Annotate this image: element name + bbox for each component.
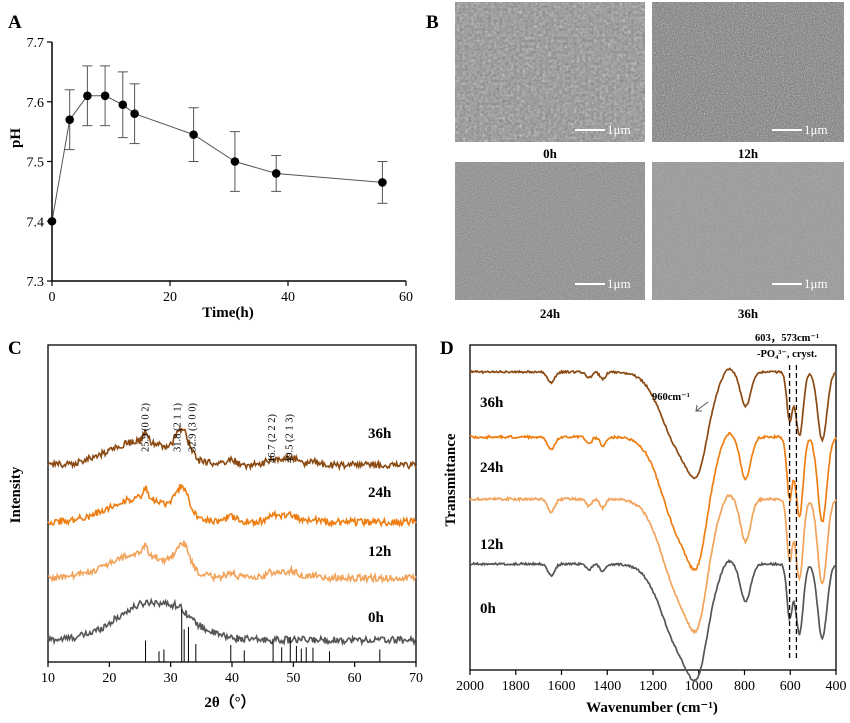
peak-annotation: 31.8 (2 1 1) — [173, 403, 184, 452]
panel-a-axes: 7.3 7.4 7.5 7.6 7.7 0 20 40 60 — [27, 36, 414, 305]
xrd-trace-12h — [47, 540, 417, 585]
x-tick-label: 2000 — [456, 679, 484, 694]
sem-image-24h: 1μm 24h — [455, 162, 645, 321]
panel-c-ylabel: Intensity — [8, 466, 24, 523]
panel-d-plot: 36h 24h 12h 0h — [469, 365, 837, 683]
x-tick-label: 40 — [225, 671, 239, 686]
y-tick-label: 7.6 — [27, 96, 45, 111]
panel-a: A 7.3 7.4 7.5 7.6 7.7 0 20 40 60 pH Time(h) — [8, 12, 413, 321]
panel-letter-d: D — [440, 338, 454, 359]
y-tick-label: 7.5 — [27, 156, 45, 171]
ftir-trace-24h — [469, 431, 837, 572]
sem-image-12h: 1μm 12h — [652, 2, 844, 161]
annotation-arrowhead — [695, 404, 702, 412]
sem-caption-24h: 24h — [540, 306, 561, 321]
y-tick-label: 7.7 — [27, 36, 45, 51]
panel-a-ylabel: pH — [8, 128, 24, 148]
x-tick-label: 70 — [409, 671, 423, 686]
ph-point — [271, 169, 281, 178]
ftir-trace-36h — [469, 367, 837, 480]
panel-a-plot — [47, 65, 388, 226]
xrd-series-label: 12h — [368, 544, 392, 560]
x-tick-label: 40 — [281, 290, 295, 305]
ftir-series-label: 0h — [480, 601, 497, 617]
ph-point — [189, 130, 198, 139]
ph-point — [47, 216, 57, 226]
ftir-annotation-960: 960cm⁻¹ — [652, 392, 690, 403]
panel-d: D 2000 1800 1600 1400 1200 1000 800 600 400 Tran… — [440, 333, 847, 716]
panel-c-axes: 10 20 30 40 50 60 70 — [41, 344, 423, 686]
ftir-annotation-po4-line2: -PO₄³⁻, cryst. — [757, 349, 817, 360]
ftir-annotation-po4-line1: 603，573cm⁻¹ — [755, 333, 819, 344]
ph-point — [83, 91, 92, 101]
panel-a-xlabel: Time(h) — [202, 305, 253, 321]
scale-text: 1μm — [607, 276, 631, 291]
ftir-trace-0h — [469, 558, 837, 683]
ftir-trace-12h — [469, 493, 837, 635]
ftir-series-label: 12h — [480, 537, 504, 553]
xrd-series-label: 24h — [368, 485, 392, 501]
panel-letter-b: B — [426, 12, 439, 33]
peak-annotation: 32.9 (3 0 0) — [187, 403, 198, 452]
panel-c-xlabel: 2θ（°） — [204, 693, 255, 711]
scale-text: 1μm — [804, 276, 828, 291]
xrd-trace-0h — [47, 597, 417, 647]
ph-point — [378, 178, 387, 187]
sem-image-36h: 1μm 36h — [652, 162, 844, 321]
panel-d-ylabel: Transmittance — [443, 433, 459, 526]
xrd-trace-36h — [47, 425, 417, 472]
plot-frame — [47, 344, 417, 663]
x-tick-label: 1200 — [639, 679, 667, 694]
panel-c: C 10 20 30 40 50 60 70 Intensity 2θ（°） 36h24h1… — [8, 338, 423, 711]
panel-letter-c: C — [8, 338, 22, 359]
ph-line — [51, 95, 383, 222]
peak-annotation: 25.9 (0 0 2) — [141, 403, 152, 452]
sem-caption-36h: 36h — [738, 306, 759, 321]
x-tick-label: 20 — [102, 671, 116, 686]
panel-c-plot: 36h 24h 12h 0h 25.9 (0 0 2) 31.8 (2 1 1) 32.9 … — [47, 403, 417, 662]
x-tick-label: 1000 — [685, 679, 713, 694]
panel-b: B 1μm 0h 1μm 12h 1μm 24h 1μm 36h — [426, 2, 844, 321]
x-tick-label: 1400 — [593, 679, 621, 694]
x-tick-label: 20 — [163, 290, 177, 305]
sem-image-0h: 1μm 0h — [455, 2, 645, 161]
scale-text: 1μm — [607, 122, 631, 137]
x-tick-label: 30 — [164, 671, 178, 686]
sem-caption-12h: 12h — [738, 146, 759, 161]
ph-point — [130, 109, 139, 118]
ph-point — [65, 115, 74, 124]
x-tick-label: 1800 — [502, 679, 530, 694]
panel-letter-a: A — [8, 12, 22, 33]
ph-point — [100, 91, 110, 101]
ftir-series-label: 24h — [480, 460, 504, 476]
x-tick-label: 400 — [826, 679, 847, 694]
ftir-series-label: 36h — [480, 395, 504, 411]
ph-point — [118, 100, 128, 110]
scale-text: 1μm — [804, 122, 828, 137]
x-tick-label: 60 — [399, 290, 413, 305]
peak-annotation: 49.5 (2 1 3) — [284, 414, 295, 463]
x-tick-label: 10 — [41, 671, 55, 686]
x-tick-label: 1600 — [548, 679, 576, 694]
sem-caption-0h: 0h — [543, 146, 558, 161]
xrd-trace-24h — [47, 483, 417, 528]
y-tick-label: 7.4 — [27, 215, 45, 230]
x-tick-label: 600 — [780, 679, 801, 694]
annotation-arrow — [695, 401, 709, 412]
y-tick-label: 7.3 — [27, 275, 45, 290]
xrd-series-label: 0h — [368, 610, 385, 626]
x-tick-label: 60 — [348, 671, 362, 686]
x-tick-label: 800 — [734, 679, 755, 694]
ph-point — [230, 157, 240, 166]
x-tick-label: 0 — [49, 290, 56, 305]
xrd-series-label: 36h — [368, 426, 392, 442]
x-tick-label: 50 — [286, 671, 300, 686]
panel-d-axes: 2000 1800 1600 1400 1200 1000 800 600 400 — [456, 344, 847, 694]
panel-d-xlabel: Wavenumber (cm⁻¹) — [586, 700, 718, 716]
peak-annotation: 46.7 (2 2 2) — [267, 414, 278, 463]
